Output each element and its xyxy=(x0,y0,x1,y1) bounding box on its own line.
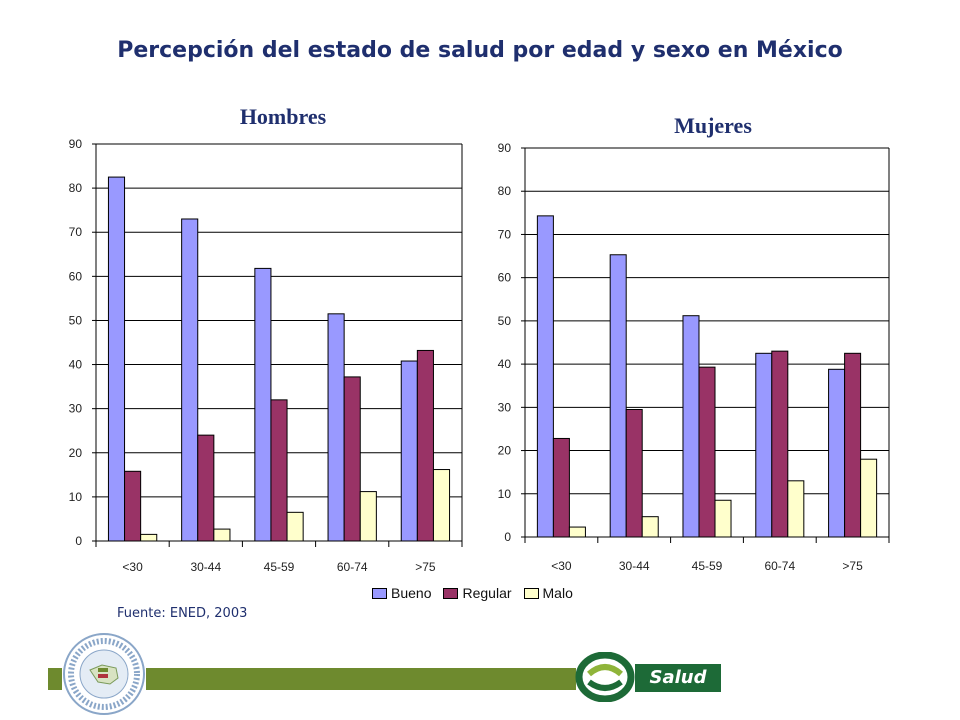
hombres-ytick-label: 70 xyxy=(69,225,83,239)
hombres-bar-regular xyxy=(416,349,434,542)
hombres-bar-bueno xyxy=(107,176,126,542)
legend-item-bueno: Bueno xyxy=(372,585,431,601)
hombres-ytick-label: 40 xyxy=(69,358,83,372)
mujeres-bar-regular xyxy=(698,366,716,538)
hombres-bar-malo xyxy=(140,533,158,542)
hombres-bar-malo xyxy=(359,491,377,542)
hombres-bar-bueno xyxy=(181,218,199,542)
legend-swatch-bueno xyxy=(372,587,387,599)
hombres-ytick-label: 50 xyxy=(69,313,83,327)
legend-item-regular: Regular xyxy=(443,585,512,601)
legend-item-malo: Malo xyxy=(523,585,573,601)
mujeres-bar-regular xyxy=(625,408,643,538)
mujeres-ytick-label: 70 xyxy=(498,227,512,241)
footer-bar-mid xyxy=(146,668,576,690)
legend-label-malo: Malo xyxy=(542,585,573,601)
hombres-ytick-label: 80 xyxy=(69,181,83,195)
mujeres-bar-malo xyxy=(860,458,878,538)
hombres-bar-regular xyxy=(124,470,142,542)
mujeres-ytick-label: 40 xyxy=(498,357,512,371)
mujeres-category-label: 45-59 xyxy=(692,559,723,573)
mujeres-bar-malo xyxy=(568,526,586,538)
mujeres-bar-regular xyxy=(844,352,862,538)
legend-label-bueno: Bueno xyxy=(391,585,432,601)
mujeres-ytick-label: 60 xyxy=(498,271,512,285)
mujeres-bar-regular xyxy=(552,437,570,538)
mujeres-bar-bueno xyxy=(609,254,627,538)
hombres-bar-regular xyxy=(270,399,288,542)
hombres-bar-malo xyxy=(432,469,451,542)
mujeres-category-label: >75 xyxy=(842,559,863,573)
mujeres-bar-malo xyxy=(641,516,659,538)
mujeres-ytick-label: 80 xyxy=(498,184,512,198)
hombres-category-label: >75 xyxy=(415,560,436,574)
legend-label-regular: Regular xyxy=(462,585,512,601)
salud-logo-text: Salud xyxy=(635,664,721,692)
page-title: Percepción del estado de salud por edad … xyxy=(117,38,843,63)
hombres-chart-title: Hombres xyxy=(240,104,327,129)
mujeres-ytick-label: 90 xyxy=(498,141,512,155)
legend: Bueno Regular Malo xyxy=(372,585,585,601)
mujeres-category-label: 60-74 xyxy=(764,559,795,573)
hombres-ytick-label: 30 xyxy=(69,402,83,416)
source-note: Fuente: ENED, 2003 xyxy=(117,606,248,621)
mujeres-bar-regular xyxy=(771,350,789,538)
hombres-bar-malo xyxy=(286,511,304,542)
mujeres-bar-bueno xyxy=(536,215,554,538)
mujeres-chart-title: Mujeres xyxy=(674,113,752,138)
hombres-category-label: 45-59 xyxy=(264,560,295,574)
mujeres-bar-bueno xyxy=(682,315,700,538)
mujeres-bar-malo xyxy=(787,480,805,538)
hombres-category-label: 60-74 xyxy=(337,560,368,574)
salud-swirl-icon xyxy=(575,652,635,702)
hombres-bar-regular xyxy=(343,376,361,542)
hombres-category-label: 30-44 xyxy=(190,560,221,574)
mujeres-ytick-label: 20 xyxy=(498,444,512,458)
hombres-ytick-label: 20 xyxy=(69,446,83,460)
footer-bar-left xyxy=(48,668,62,690)
hombres-ytick-label: 90 xyxy=(69,137,83,151)
legend-swatch-regular xyxy=(443,587,459,599)
legend-swatch-malo xyxy=(523,587,539,599)
mujeres-bar-bueno xyxy=(755,352,773,538)
mujeres-ytick-label: 50 xyxy=(498,314,512,328)
mujeres-ytick-label: 0 xyxy=(504,530,511,544)
mujeres-category-label: <30 xyxy=(551,559,572,573)
mujeres-category-label: 30-44 xyxy=(619,559,650,573)
mujeres-ytick-label: 10 xyxy=(498,487,512,501)
hombres-ytick-label: 10 xyxy=(69,490,83,504)
hombres-ytick-label: 60 xyxy=(69,269,83,283)
mujeres-ytick-label: 30 xyxy=(498,400,512,414)
mujeres-bar-malo xyxy=(714,499,732,538)
mujeres-bar-bueno xyxy=(828,368,846,538)
hombres-category-label: <30 xyxy=(122,560,143,574)
hombres-ytick-label: 0 xyxy=(75,534,82,548)
hombres-bar-malo xyxy=(213,528,231,542)
cemece-seal-icon xyxy=(63,633,145,715)
hombres-bar-regular xyxy=(197,434,215,542)
